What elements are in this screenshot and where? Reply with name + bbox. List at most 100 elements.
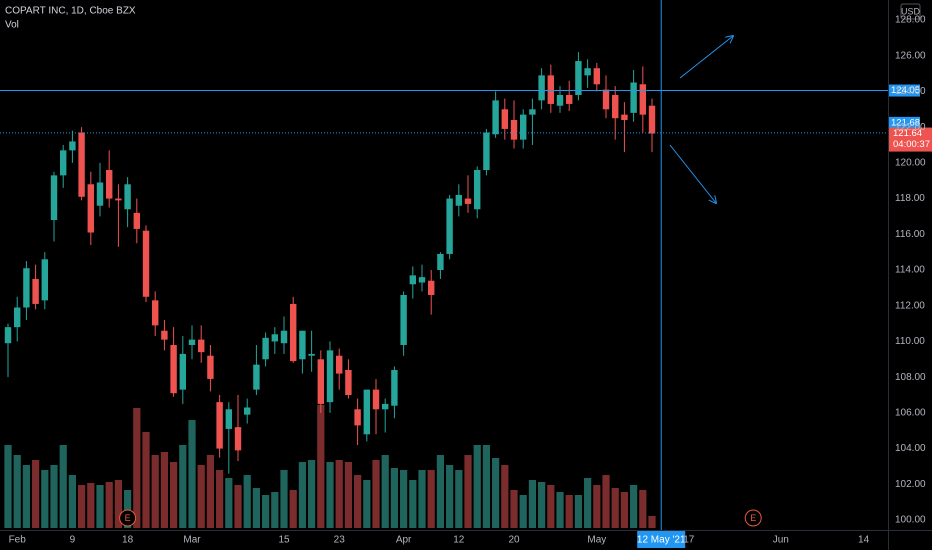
currency-box[interactable] [900, 3, 921, 20]
y-tick-label: 102.00 [895, 479, 926, 490]
volume-bar [50, 465, 58, 528]
volume-bar [584, 478, 592, 528]
volume-bar [510, 490, 518, 528]
volume-bar [280, 470, 288, 528]
candle-body [354, 409, 361, 426]
volume-bar [482, 445, 491, 528]
candle-body [317, 359, 325, 404]
x-tick-label: 14 [858, 535, 870, 546]
candle-body [124, 184, 131, 210]
volume-bar [630, 485, 638, 528]
candle-body [78, 132, 85, 197]
volume-bar [308, 460, 316, 528]
volume-layer [4, 405, 656, 528]
volume-bar [372, 460, 380, 528]
volume-bar [32, 460, 40, 528]
volume-bar [409, 480, 417, 528]
candle-body [566, 95, 573, 104]
volume-bar [639, 490, 647, 528]
candle-body [50, 175, 58, 220]
volume-bar [344, 462, 353, 528]
volume-bar [262, 495, 270, 528]
volume-label: Vol [5, 20, 19, 31]
candle-body [142, 230, 150, 297]
volume-bar [381, 455, 389, 528]
event-marker[interactable]: E [744, 509, 762, 527]
candle-body [529, 109, 536, 115]
volume-bar [298, 462, 307, 528]
last-price-box [889, 127, 932, 152]
arrow-up[interactable] [679, 36, 733, 79]
x-tick-label: May [587, 535, 606, 546]
candle-body [400, 295, 407, 345]
x-tick-label: Apr [396, 535, 412, 546]
volume-bar [13, 455, 21, 528]
arrow-down[interactable] [669, 144, 716, 203]
event-circle [119, 509, 137, 527]
candle-body [198, 339, 205, 353]
candle-body [602, 89, 610, 110]
event-label: E [125, 513, 131, 523]
event-circle [744, 509, 762, 527]
volume-bar [427, 470, 435, 528]
candle-body [290, 303, 297, 362]
volume-bar [271, 492, 279, 528]
candle-body [253, 364, 260, 390]
y-tick-label: 114.00 [895, 265, 925, 276]
candle-body [648, 105, 656, 134]
volume-bar [170, 462, 178, 528]
candle-body [510, 120, 518, 140]
candle-body [593, 68, 601, 85]
volume-bar [501, 465, 509, 528]
volume-bar [96, 485, 104, 528]
y-tick-label: 106.00 [895, 407, 926, 418]
volume-bar [317, 405, 325, 528]
y-tick-label: 104.00 [895, 443, 926, 454]
y-tick-label: 120.00 [895, 157, 926, 168]
candle-body [455, 195, 463, 206]
candle-body [216, 402, 223, 449]
candle-body [372, 389, 380, 410]
event-marker[interactable]: E [119, 509, 137, 527]
candle-body [474, 170, 481, 210]
candle-body [161, 330, 168, 340]
volume-bar [243, 475, 251, 528]
volume-bar [418, 470, 426, 528]
volume-bar [363, 480, 371, 528]
volume-bar [114, 480, 123, 528]
candle-body [556, 95, 564, 106]
volume-bar [565, 495, 573, 528]
volume-bar [492, 458, 500, 528]
candle-body [547, 75, 555, 104]
candle-body [170, 345, 177, 394]
volume-bar [234, 485, 242, 528]
candle-body [133, 212, 141, 229]
candle-body [225, 409, 233, 429]
last-price: 121.64 [893, 128, 922, 139]
volume-bar [335, 460, 343, 528]
volume-bar [225, 478, 233, 528]
volume-bar [197, 465, 205, 528]
volume-bar [41, 470, 49, 528]
volume-bar [105, 482, 113, 528]
candle-body [14, 307, 21, 328]
candle-body [271, 334, 279, 342]
candle-body [179, 353, 187, 390]
volume-bar [160, 452, 169, 528]
volume-bar [519, 495, 527, 528]
candle-body [621, 114, 628, 120]
candle-body [630, 82, 637, 113]
y-tick-label: 118.00 [895, 193, 925, 204]
volume-bar [455, 470, 463, 528]
price-label: 124.05 [891, 85, 920, 96]
volume-bar [151, 455, 159, 528]
candle-body [501, 109, 509, 129]
volume-bar [22, 465, 31, 528]
volume-bar [464, 455, 472, 528]
price-label-box [889, 116, 920, 129]
y-tick-label: 100.00 [895, 515, 926, 526]
volume-bar [133, 408, 141, 528]
volume-bar [179, 445, 187, 528]
crosshair-label: 12 May '21 [637, 535, 686, 546]
